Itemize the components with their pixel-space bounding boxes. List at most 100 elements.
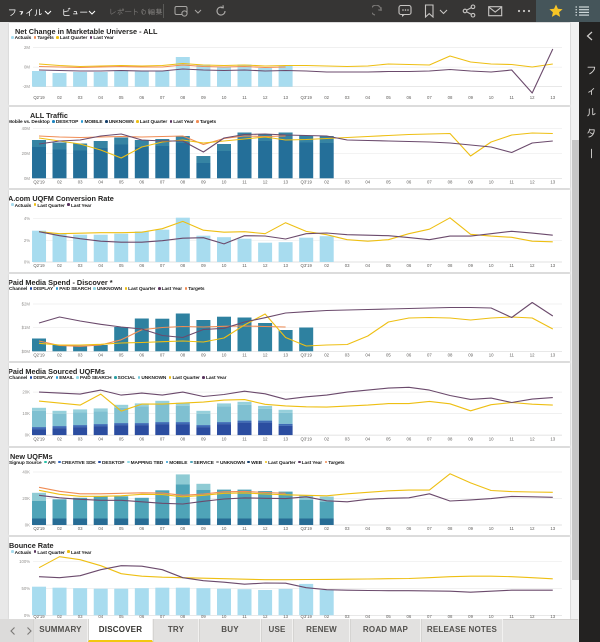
- svg-text:05: 05: [119, 614, 124, 618]
- svg-text:10: 10: [489, 95, 494, 100]
- svg-text:04: 04: [98, 179, 103, 184]
- svg-text:11: 11: [242, 436, 247, 441]
- svg-text:02: 02: [57, 263, 62, 268]
- svg-text:2%: 2%: [24, 238, 30, 243]
- svg-text:10: 10: [222, 263, 227, 268]
- svg-text:06: 06: [407, 436, 412, 441]
- svg-text:05: 05: [386, 614, 391, 618]
- svg-text:$1M: $1M: [22, 325, 31, 330]
- svg-text:4%: 4%: [24, 216, 30, 221]
- svg-text:10: 10: [489, 614, 494, 618]
- svg-text:11: 11: [509, 95, 514, 100]
- svg-text:Q3'19: Q3'19: [301, 436, 313, 441]
- svg-text:2M: 2M: [24, 45, 30, 50]
- svg-text:Q3'19: Q3'19: [301, 263, 313, 268]
- svg-text:10: 10: [222, 179, 227, 184]
- svg-text:03: 03: [78, 614, 83, 618]
- svg-text:12: 12: [263, 526, 268, 531]
- svg-text:06: 06: [407, 95, 412, 100]
- svg-text:13: 13: [283, 95, 288, 100]
- svg-text:13: 13: [550, 526, 555, 531]
- svg-text:09: 09: [468, 179, 473, 184]
- svg-text:11: 11: [242, 95, 247, 100]
- svg-text:08: 08: [448, 526, 453, 531]
- svg-text:Q3'19: Q3'19: [301, 614, 313, 618]
- svg-text:07: 07: [160, 179, 165, 184]
- svg-text:08: 08: [180, 95, 185, 100]
- svg-text:05: 05: [119, 353, 124, 358]
- svg-text:03: 03: [345, 353, 350, 358]
- svg-text:06: 06: [407, 353, 412, 358]
- svg-text:12: 12: [530, 95, 535, 100]
- svg-text:05: 05: [386, 436, 391, 441]
- svg-text:12: 12: [263, 353, 268, 358]
- svg-text:09: 09: [468, 353, 473, 358]
- svg-text:12: 12: [263, 614, 268, 618]
- svg-text:09: 09: [468, 436, 473, 441]
- svg-text:03: 03: [345, 179, 350, 184]
- svg-text:10: 10: [489, 526, 494, 531]
- svg-text:Q2'19: Q2'19: [33, 436, 45, 441]
- svg-text:12: 12: [263, 263, 268, 268]
- svg-text:03: 03: [78, 436, 83, 441]
- svg-text:02: 02: [324, 436, 329, 441]
- svg-text:02: 02: [324, 353, 329, 358]
- svg-text:12: 12: [530, 263, 535, 268]
- svg-text:09: 09: [468, 526, 473, 531]
- svg-text:08: 08: [180, 436, 185, 441]
- svg-text:07: 07: [427, 95, 432, 100]
- svg-text:0M: 0M: [24, 65, 30, 70]
- svg-text:13: 13: [550, 436, 555, 441]
- svg-text:11: 11: [509, 436, 514, 441]
- svg-text:Q2'19: Q2'19: [33, 353, 45, 358]
- svg-text:07: 07: [160, 353, 165, 358]
- svg-text:08: 08: [448, 614, 453, 618]
- svg-text:07: 07: [427, 614, 432, 618]
- svg-text:05: 05: [119, 436, 124, 441]
- svg-text:40M: 40M: [22, 126, 31, 131]
- svg-text:03: 03: [345, 614, 350, 618]
- svg-text:04: 04: [365, 263, 370, 268]
- svg-text:07: 07: [160, 436, 165, 441]
- svg-text:0M: 0M: [24, 176, 30, 181]
- svg-text:11: 11: [242, 353, 247, 358]
- svg-text:03: 03: [78, 526, 83, 531]
- svg-text:20K: 20K: [22, 496, 30, 501]
- svg-text:08: 08: [180, 614, 185, 618]
- svg-text:02: 02: [57, 436, 62, 441]
- svg-text:08: 08: [448, 353, 453, 358]
- svg-text:06: 06: [139, 614, 144, 618]
- svg-text:04: 04: [365, 526, 370, 531]
- svg-text:07: 07: [160, 263, 165, 268]
- svg-text:08: 08: [180, 526, 185, 531]
- svg-text:-2M: -2M: [23, 84, 31, 89]
- svg-text:50%: 50%: [21, 586, 30, 591]
- svg-text:03: 03: [345, 95, 350, 100]
- svg-text:05: 05: [119, 263, 124, 268]
- svg-text:09: 09: [468, 263, 473, 268]
- svg-text:07: 07: [427, 436, 432, 441]
- svg-text:04: 04: [98, 526, 103, 531]
- svg-text:0K: 0K: [25, 432, 30, 437]
- svg-text:03: 03: [345, 526, 350, 531]
- svg-text:07: 07: [427, 179, 432, 184]
- svg-text:10: 10: [222, 614, 227, 618]
- svg-text:09: 09: [201, 179, 206, 184]
- svg-text:10: 10: [222, 436, 227, 441]
- svg-text:11: 11: [509, 263, 514, 268]
- svg-text:03: 03: [345, 263, 350, 268]
- svg-text:10: 10: [222, 95, 227, 100]
- svg-text:04: 04: [98, 95, 103, 100]
- svg-text:02: 02: [57, 526, 62, 531]
- svg-text:20K: 20K: [22, 389, 30, 394]
- svg-text:05: 05: [386, 263, 391, 268]
- svg-text:Q3'19: Q3'19: [301, 95, 313, 100]
- svg-text:Q2'19: Q2'19: [33, 526, 45, 531]
- svg-text:13: 13: [550, 179, 555, 184]
- svg-text:09: 09: [468, 614, 473, 618]
- svg-text:04: 04: [98, 436, 103, 441]
- svg-text:08: 08: [448, 95, 453, 100]
- svg-text:13: 13: [550, 95, 555, 100]
- svg-text:10: 10: [489, 353, 494, 358]
- svg-text:13: 13: [283, 179, 288, 184]
